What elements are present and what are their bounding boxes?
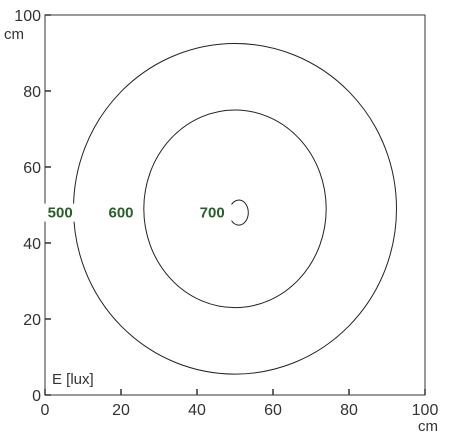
x-tick-label: 60 bbox=[264, 402, 282, 419]
contour-label-500: 500 bbox=[48, 205, 73, 222]
contour-label-background bbox=[44, 203, 77, 222]
y-tick-label: 80 bbox=[23, 84, 41, 101]
y-tick-label: 100 bbox=[14, 8, 41, 25]
x-tick-label: 80 bbox=[340, 402, 358, 419]
y-axis-ticks: 0 20 40 60 80 100 bbox=[14, 8, 51, 405]
x-tick-label: 100 bbox=[412, 402, 439, 419]
contour-labels: 500 600 700 bbox=[44, 203, 229, 222]
y-tick-label: 20 bbox=[23, 312, 41, 329]
contour-line-600 bbox=[143, 109, 327, 309]
y-tick-label: 0 bbox=[32, 388, 41, 405]
contour-label-700: 700 bbox=[200, 205, 225, 222]
y-tick-label: 40 bbox=[23, 236, 41, 253]
legend-label: E [lux] bbox=[52, 371, 94, 388]
y-axis-unit: cm bbox=[4, 26, 24, 43]
x-tick-label: 0 bbox=[41, 402, 50, 419]
contour-label-background bbox=[196, 203, 229, 222]
contour-label-background bbox=[105, 203, 137, 222]
y-tick-label: 60 bbox=[23, 160, 41, 177]
x-tick-label: 20 bbox=[112, 402, 130, 419]
x-axis-ticks: 0 20 40 60 80 100 bbox=[41, 389, 439, 419]
plot-frame bbox=[44, 14, 426, 396]
contour-line-700 bbox=[231, 199, 249, 226]
x-axis-unit: cm bbox=[418, 418, 438, 435]
contour-label-600: 600 bbox=[108, 205, 133, 222]
x-tick-label: 40 bbox=[188, 402, 206, 419]
